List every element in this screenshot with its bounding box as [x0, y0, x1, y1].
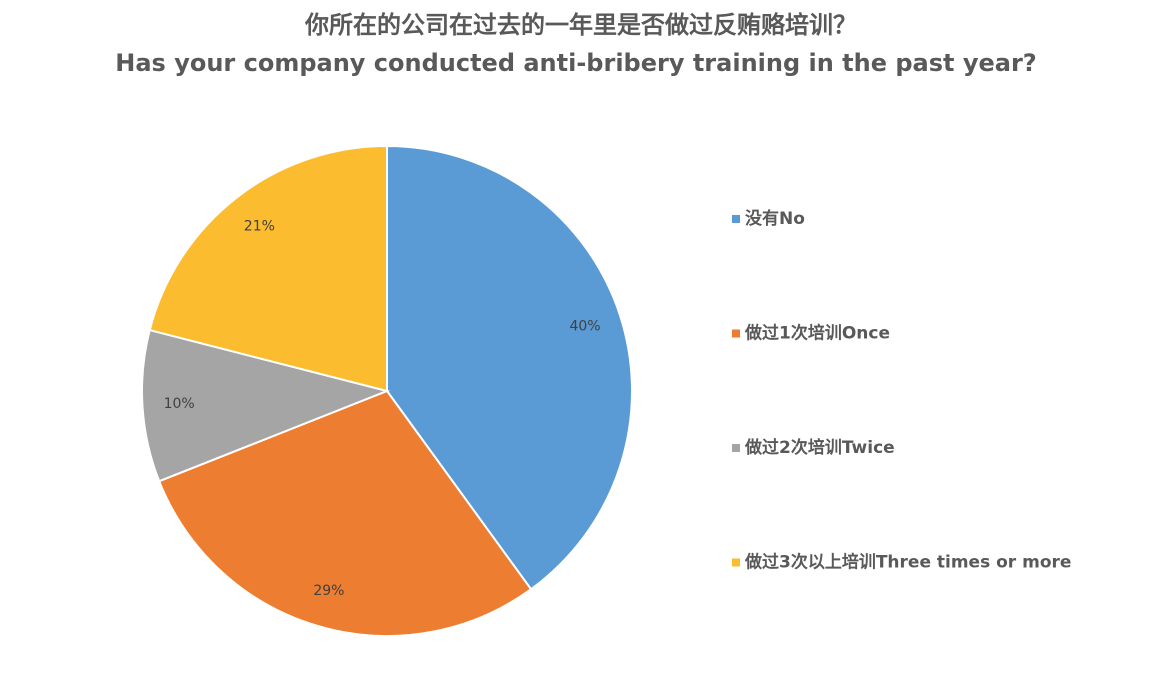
pie-slice	[141, 328, 391, 483]
legend-label: 做过2次培训Twice	[744, 437, 895, 458]
legend-swatch	[732, 329, 740, 338]
data-label: 21%	[244, 218, 275, 234]
legend-swatch	[732, 558, 740, 567]
legend-label: 没有No	[745, 208, 805, 229]
pie-slice	[386, 144, 633, 591]
data-label: 10%	[164, 396, 195, 412]
legend-swatch	[732, 444, 740, 452]
legend-label: 做过1次培训Once	[744, 323, 890, 344]
legend-label: 做过3次以上培训Three times or more	[744, 552, 1071, 573]
pie-slice	[157, 389, 533, 637]
chart-subtitle: Has your company conducted anti-bribery …	[115, 49, 1036, 77]
data-label: 40%	[569, 319, 600, 335]
legend-swatch	[732, 215, 740, 223]
chart-title: 你所在的公司在过去的一年里是否做过反贿赂培训？	[304, 11, 857, 39]
pie-slice	[148, 144, 388, 393]
data-label: 29%	[313, 583, 344, 599]
